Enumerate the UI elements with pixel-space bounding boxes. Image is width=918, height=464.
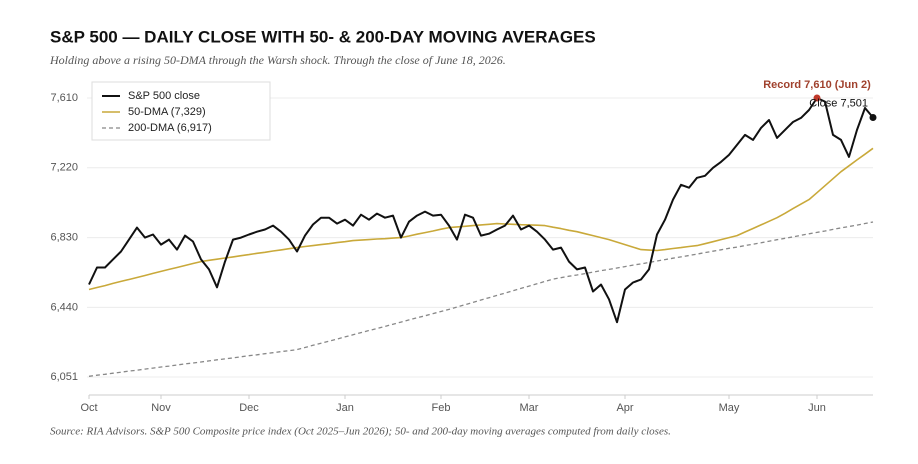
last-label: Close 7,501 — [809, 97, 868, 109]
x-tick-label: Jun — [808, 402, 826, 414]
x-tick-label: Feb — [432, 402, 451, 414]
legend-box — [91, 81, 271, 141]
legend-label: 50-DMA (7,329) — [128, 106, 206, 118]
source-note: Source: RIA Advisors. S&P 500 Composite … — [50, 426, 671, 438]
y-tick-label: 6,440 — [50, 301, 78, 313]
x-tick-label: Apr — [616, 402, 633, 414]
legend-label: 200-DMA (6,917) — [128, 122, 212, 134]
record-label: Record 7,610 (Jun 2) — [763, 79, 871, 91]
y-tick-label: 6,830 — [50, 231, 78, 243]
y-tick-label: 7,610 — [50, 92, 78, 104]
x-tick-label: Jan — [336, 402, 354, 414]
x-tick-label: May — [719, 402, 740, 414]
record-marker — [813, 94, 821, 102]
chart-subtitle: Holding above a rising 50-DMA through th… — [49, 53, 506, 67]
x-tick-label: Oct — [80, 402, 97, 414]
series-line — [88, 97, 874, 324]
x-tick-label: Dec — [239, 402, 259, 414]
chart-title: S&P 500 — DAILY CLOSE WITH 50- & 200-DAY… — [50, 27, 596, 46]
last-marker — [869, 114, 877, 122]
series-line — [88, 147, 874, 291]
legend: S&P 500 close 50-DMA (7,329) 200-DMA (6,91… — [91, 81, 271, 141]
x-tick-label: Mar — [520, 402, 539, 414]
y-tick-label: 6,051 — [50, 371, 78, 383]
x-tick-label: Nov — [151, 402, 171, 414]
y-tick-label: 7,220 — [50, 162, 78, 174]
legend-label: S&P 500 close — [128, 90, 200, 102]
series-line — [88, 221, 874, 377]
